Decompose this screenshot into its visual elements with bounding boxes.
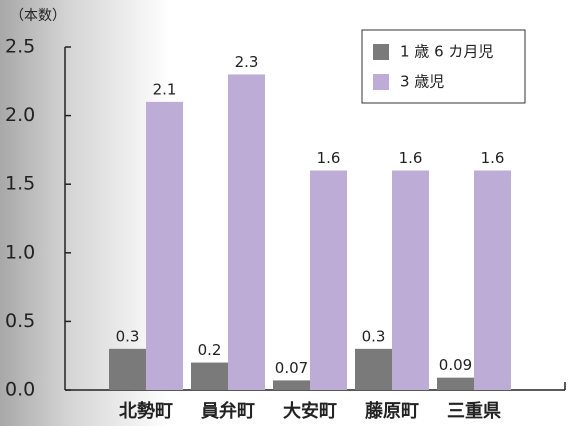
- value-label: 2.3: [235, 53, 259, 71]
- bar: [437, 378, 474, 390]
- y-tick-label: 0.0: [5, 379, 35, 401]
- legend-label: 1 歳 6 カ月児: [400, 43, 493, 61]
- y-tick-label: 0.5: [5, 310, 35, 332]
- value-label: 0.3: [362, 327, 386, 345]
- y-tick-label: 1.0: [5, 241, 35, 263]
- bar: [474, 170, 511, 390]
- bar: [310, 170, 347, 390]
- value-label: 2.1: [153, 80, 177, 98]
- value-label: 1.6: [317, 149, 341, 167]
- legend-swatch: [373, 74, 389, 90]
- value-label: 0.2: [198, 341, 222, 359]
- bar: [191, 363, 228, 390]
- bar: [392, 170, 429, 390]
- chart: （本数） 0.0 0.5 1.0 1.5 2.0 2.5 北勢町 員弁町 大安町 藤原町 三重県 0.…: [0, 0, 568, 426]
- y-tick-label: 2.0: [5, 104, 35, 126]
- value-label: 1.6: [481, 149, 505, 167]
- legend-swatch: [373, 44, 389, 60]
- x-tick-label: 三重県: [447, 400, 501, 422]
- value-label: 0.07: [275, 359, 308, 377]
- value-label: 0.09: [439, 356, 472, 374]
- y-axis-label: （本数）: [10, 8, 66, 24]
- bar: [273, 380, 310, 390]
- y-tick-label: 1.5: [5, 173, 35, 195]
- y-tick-label: 2.5: [5, 36, 35, 58]
- x-tick-label: 藤原町: [365, 400, 419, 422]
- legend-label: 3 歳児: [400, 73, 444, 91]
- legend: [362, 30, 525, 103]
- x-tick-label: 大安町: [283, 400, 337, 422]
- value-label: 1.6: [399, 149, 423, 167]
- x-tick-label: 員弁町: [200, 400, 255, 422]
- bar: [146, 102, 183, 390]
- x-tick-label: 北勢町: [119, 400, 173, 422]
- value-label: 0.3: [116, 327, 140, 345]
- bar: [228, 74, 265, 390]
- bar: [355, 349, 392, 390]
- bar: [109, 349, 146, 390]
